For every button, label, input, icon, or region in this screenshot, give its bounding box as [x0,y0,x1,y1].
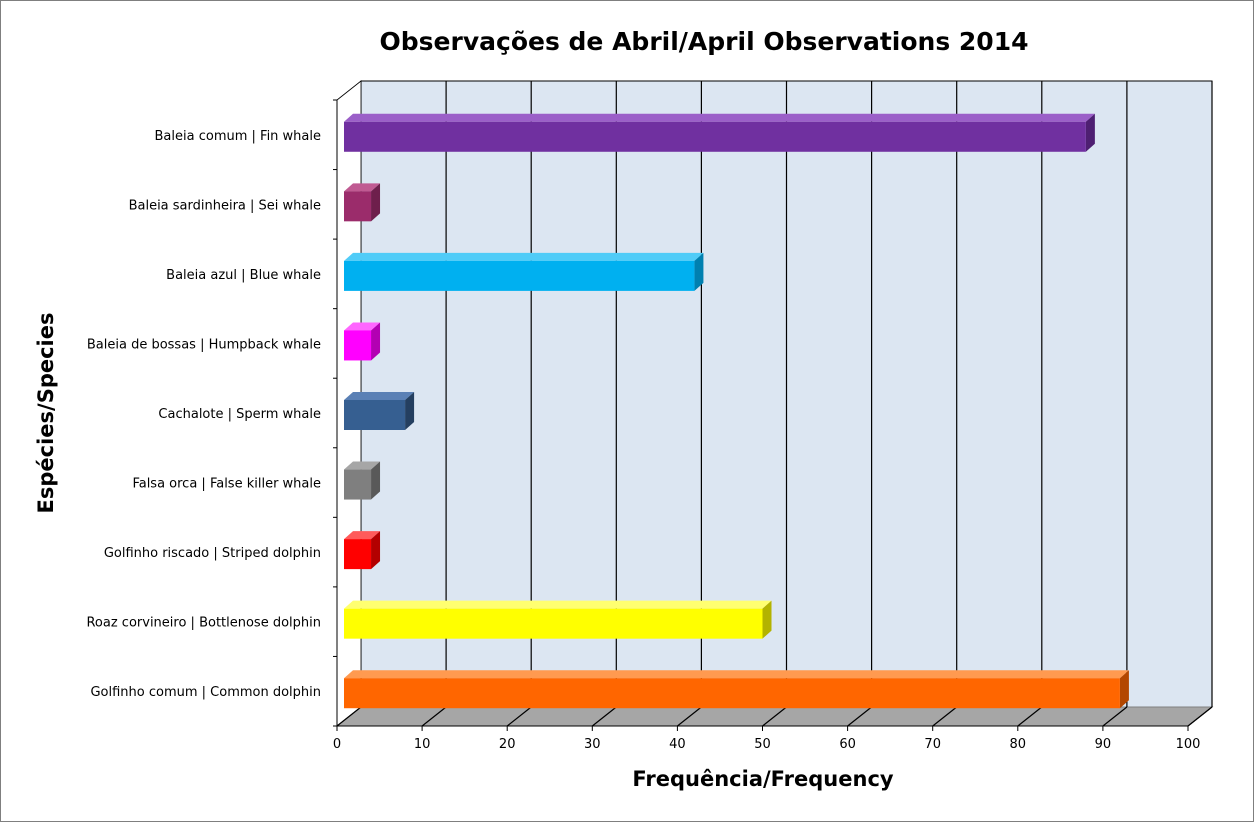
y-tick-label: Golfinho riscado | Striped dolphin [104,546,321,561]
floor-gridline [421,706,447,727]
bar [344,539,372,570]
bar-top [344,461,381,470]
y-tick-label: Golfinho comum | Common dolphin [90,685,321,700]
bar-top [344,183,381,192]
x-tick-label: 10 [414,737,431,752]
x-tick-label: 70 [924,737,941,752]
bar [344,121,1086,152]
bar [344,678,1120,709]
x-tick-label: 80 [1010,737,1027,752]
bar-side [371,183,381,222]
floor-gridline [591,706,617,727]
floor-gridline [847,706,872,727]
x-tick-label: 90 [1095,737,1112,752]
bar-side [1119,670,1129,709]
y-tick-label: Baleia de bossas | Humpback whale [87,337,321,352]
y-axis-title: Espécies/Species [34,312,58,514]
floor-right-edge [1187,706,1213,727]
bar-side [694,252,704,291]
bar-side [1085,113,1095,152]
bar [344,330,372,361]
y-tick-label: Baleia azul | Blue whale [166,268,321,283]
bar-side [405,392,415,430]
floor-gridline [762,706,787,727]
bar-top [344,322,381,331]
floor-gridline [1017,706,1043,727]
floor-gridline [932,706,958,727]
bar [344,191,372,222]
x-axis-title: Frequência/Frequency [632,767,894,791]
y-tick-label: Baleia sardinheira | Sei whale [129,198,321,213]
bar-top [344,113,1095,122]
y-tick-label: Roaz corvineiro | Bottlenose dolphin [86,616,321,631]
bar-side [371,461,381,500]
bar [344,608,763,639]
x-tick-label: 20 [499,737,516,752]
bar [344,469,372,500]
bar-top [344,670,1129,679]
x-tick-label: 40 [669,737,686,752]
bar-top [344,252,704,261]
y-tick-label: Falsa orca | False killer whale [132,477,321,492]
bar-side [371,531,381,570]
floor-gridline [336,706,362,727]
bar-top [344,392,415,400]
bar-top [344,531,381,540]
floor-gridline [677,706,702,727]
floor-gridline [1102,706,1128,727]
bar-top [344,600,772,609]
x-tick-label: 100 [1176,737,1201,752]
floor-gridline [506,706,532,727]
x-tick-label: 60 [839,737,856,752]
y-tick-label: Baleia comum | Fin whale [155,129,321,144]
bar [344,400,406,430]
y-tick-label: Cachalote | Sperm whale [158,407,321,422]
x-tick-label: 50 [754,737,771,752]
bar-side [371,322,381,361]
x-tick-label: 30 [584,737,601,752]
chart-title: Observações de Abril/April Observations … [379,27,1029,56]
x-tick-label: 0 [333,737,341,752]
bar-side [762,600,772,639]
bar [344,260,695,291]
